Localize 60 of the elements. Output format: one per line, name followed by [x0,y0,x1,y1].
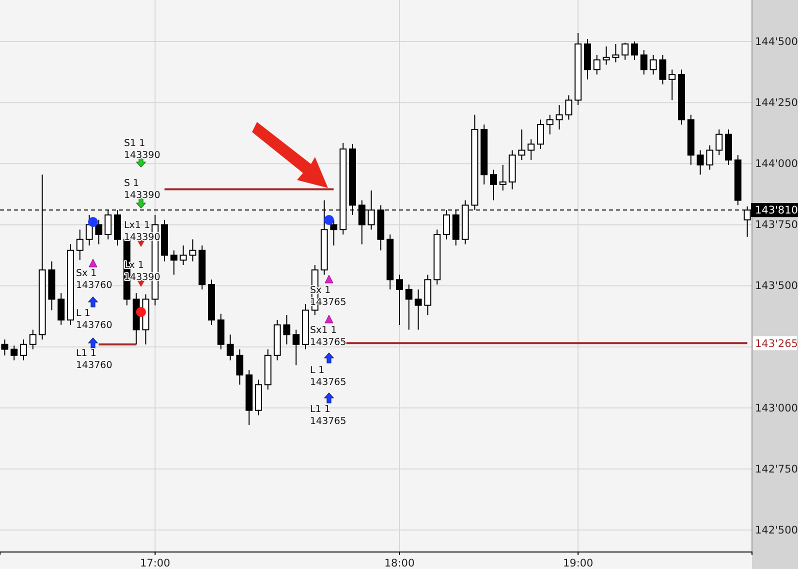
y-tick-label: 144'500 [755,36,798,48]
annotation: S1 1 143390 [124,138,160,161]
candlestick [292,329,300,366]
candlestick [640,50,648,75]
candlestick [593,54,600,75]
annotation: Sx1 1 143765 [310,325,346,348]
candlestick [490,169,497,201]
candlestick [631,41,638,60]
candlestick [499,164,506,192]
candlestick [396,274,403,326]
annotation: 143'265 [755,338,798,350]
y-tick-label: 143'500 [755,280,798,292]
candlestick [537,119,544,150]
candlestick [20,339,27,361]
x-tick-label: 17:00 [140,557,170,569]
candlestick [1,339,8,356]
annotation: L 1 143760 [76,308,112,331]
annotation: S 1 143390 [124,178,160,201]
x-tick-label: 19:00 [562,557,594,569]
candlestick [612,43,620,63]
candlestick [10,345,18,361]
x-tick-label: 18:00 [384,557,415,569]
candlestick [76,229,84,261]
y-tick-label: 143'000 [755,402,798,414]
candlestick [706,144,714,170]
candlestick [556,104,563,130]
y-tick-label: 144'000 [755,158,798,170]
candlestick [29,329,36,350]
candlestick [86,214,93,246]
candlestick [405,284,412,330]
candlestick [528,138,535,160]
candlestick [58,292,65,326]
y-tick-label: 142'750 [755,463,798,476]
candlestick [189,238,196,262]
candlestick [226,334,234,361]
candlestick [180,244,187,266]
candlestick [565,94,572,120]
ref-line-label: 143'810 [755,204,798,217]
annotation: L1 1 143760 [76,348,112,371]
annotation: L 1 143765 [310,365,346,388]
candlestick [602,46,610,66]
candlestick [236,348,244,386]
candlestick [330,219,338,246]
candlestick [622,42,629,60]
annotation: L1 1 143765 [310,404,346,427]
candlestick [414,288,422,330]
annotation: Sx 1 143760 [76,268,112,291]
y-tick-label: 142'500 [755,524,798,536]
candlestick [696,150,704,176]
candlestick [518,128,526,160]
candlestick [650,54,657,75]
candlestick [283,314,290,345]
candlestick [668,69,676,101]
y-tick-label: 143'750 [755,219,798,232]
candlestick [716,128,723,156]
candlestick [546,114,554,135]
candlestick [95,219,102,245]
candlestick [170,250,178,276]
y-tick-label: 144'250 [755,96,798,109]
candlestick [659,54,666,85]
